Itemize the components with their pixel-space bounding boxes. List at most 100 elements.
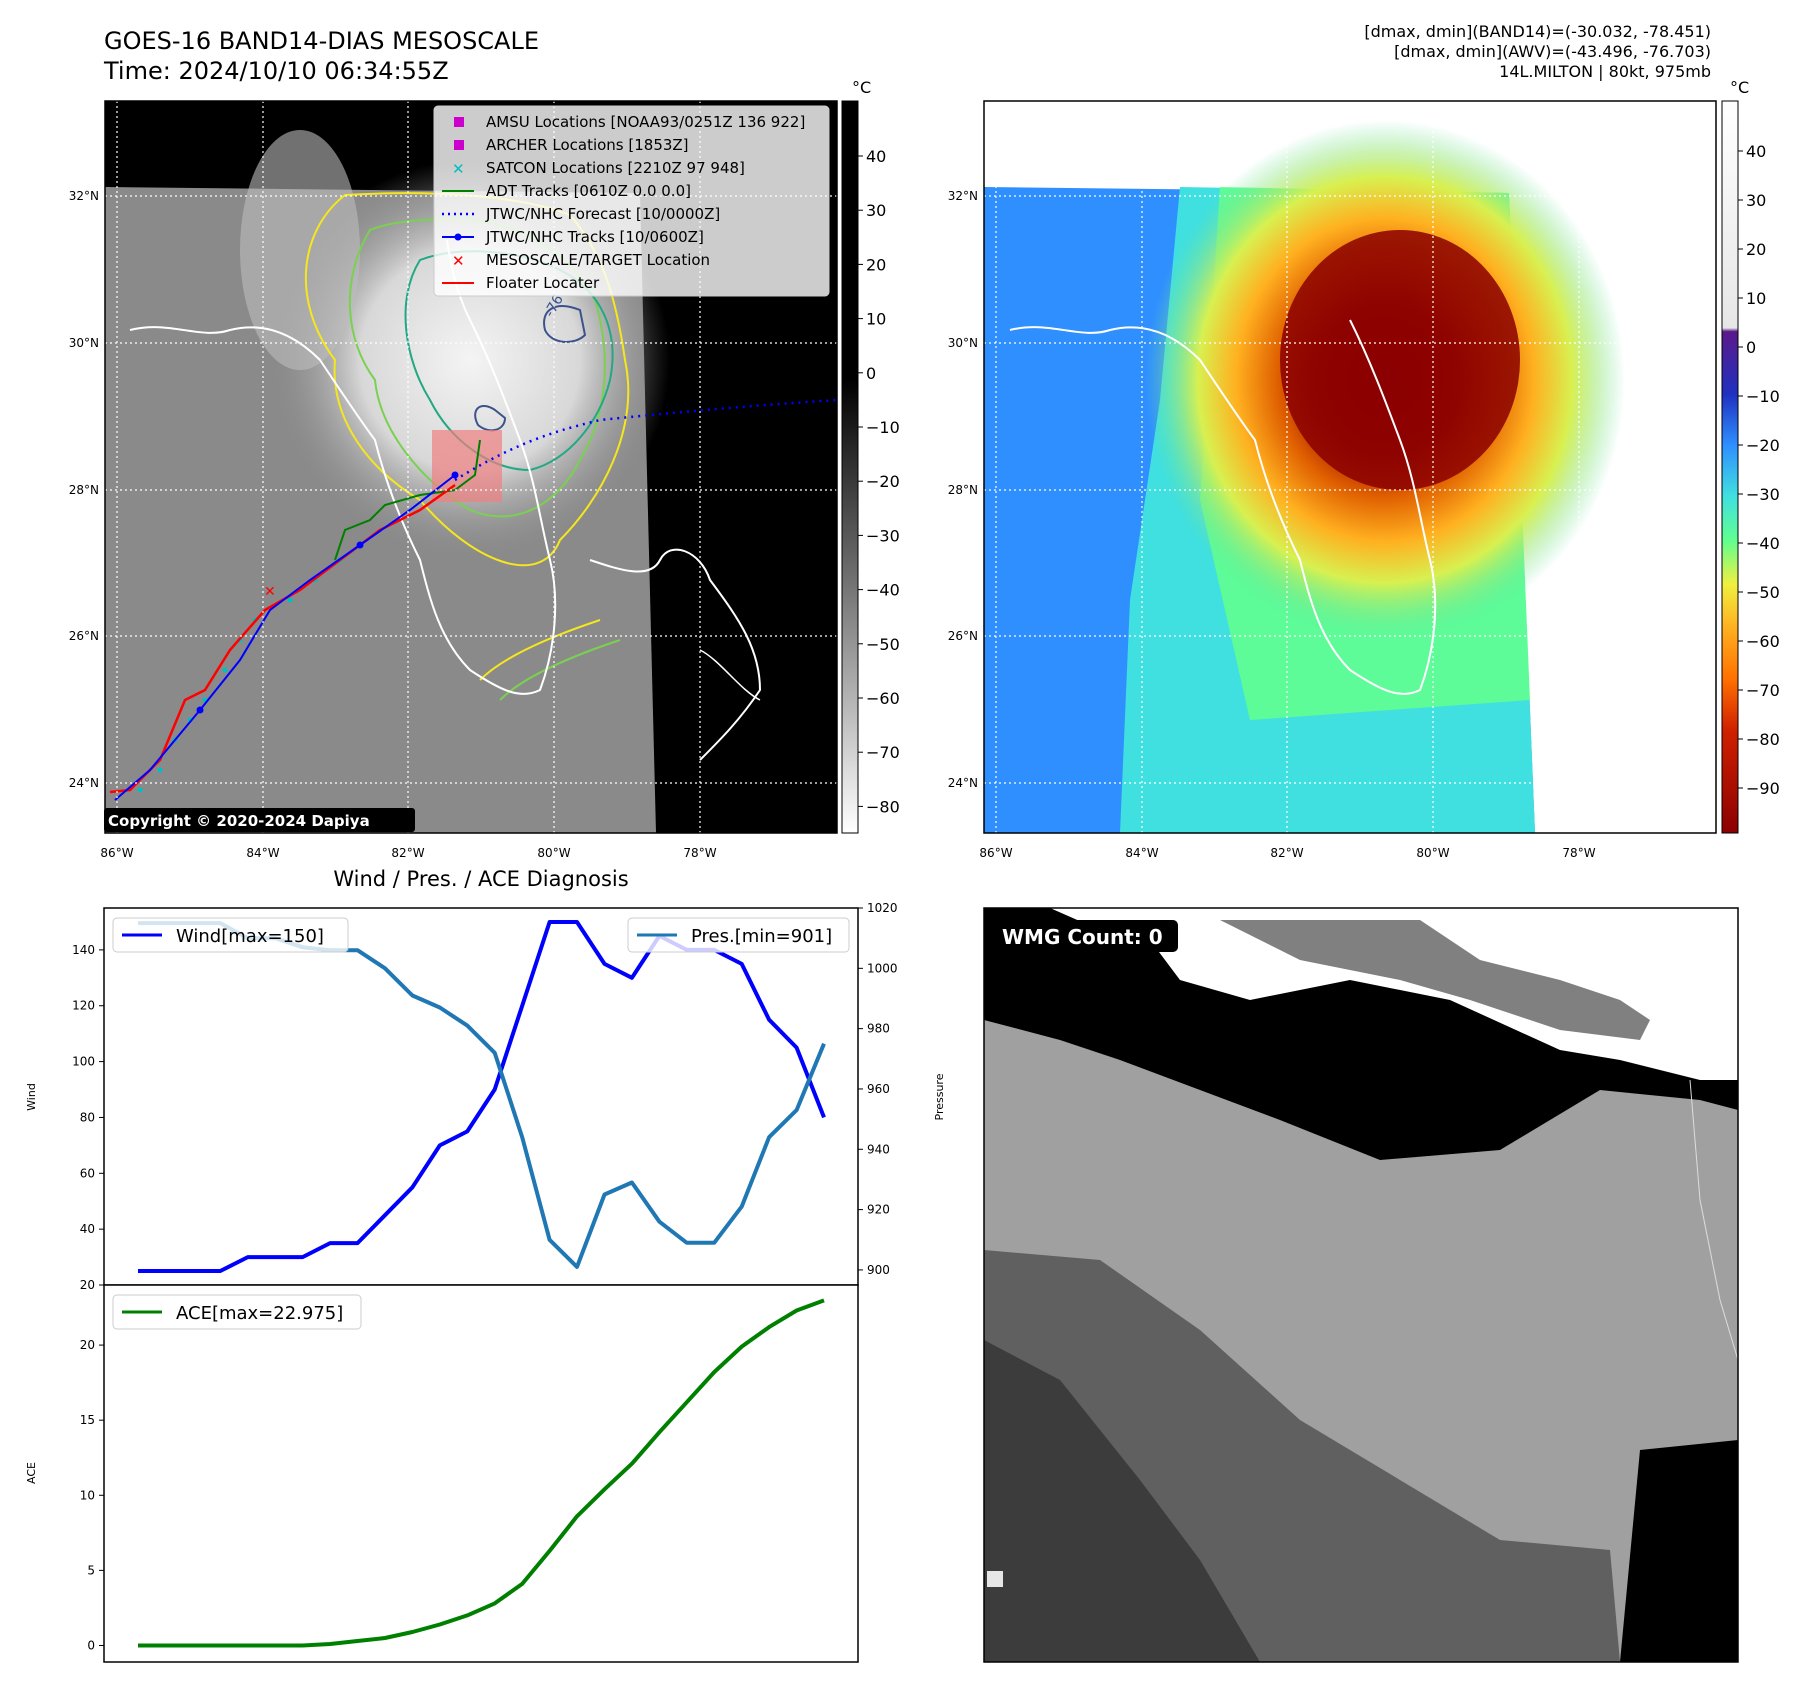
wind-pressure-chart: Wind / Pres. / ACE Diagnosis Wind Pressu…: [25, 867, 946, 1292]
colorbar-tick-label: 30: [1746, 191, 1766, 210]
colorbar-tick-label: −20: [1746, 436, 1780, 455]
y2-tick-label: 940: [867, 1142, 890, 1156]
storm-status: 14L.MILTON | 80kt, 975mb: [1499, 62, 1711, 81]
colorbar-tick-label: −20: [866, 472, 900, 491]
y-tick-label: 60: [80, 1166, 95, 1180]
chart-title: Wind / Pres. / ACE Diagnosis: [333, 867, 628, 891]
lat-tick-label: 26°N: [69, 629, 99, 643]
lat-tick-label: 32°N: [69, 189, 99, 203]
color-map-panel: 86°W 84°W 82°W 80°W 78°W 32°N 30°N 28°N 26°N 24°N: [948, 100, 1717, 860]
y-tick-label: 0: [87, 1638, 95, 1652]
legend-label: Floater Locater: [486, 274, 600, 292]
lon-tick-label: 78°W: [1562, 846, 1595, 860]
colorbar-tick-label: −70: [1746, 681, 1780, 700]
legend-label: ARCHER Locations [1853Z]: [486, 136, 689, 154]
y-axis-label-pressure: Pressure: [933, 1073, 946, 1120]
lat-tick-label: 30°N: [69, 336, 99, 350]
colorbar-tick-label: 0: [866, 364, 876, 383]
legend-label: AMSU Locations [NOAA93/0251Z 136 922]: [486, 113, 805, 131]
best-track: [114, 474, 456, 801]
legend-label: ADT Tracks [0610Z 0.0 0.0]: [486, 182, 691, 200]
y-tick-label: 140: [72, 943, 95, 957]
lat-tick-label: 32°N: [948, 189, 978, 203]
lat-tick-label: 28°N: [69, 483, 99, 497]
colorbar-tick-label: −90: [1746, 779, 1780, 798]
colorbar-tick-label: −40: [1746, 534, 1780, 553]
legend-marker: [454, 140, 464, 150]
colorbar-tick-label: 40: [866, 147, 886, 166]
legend-label: JTWC/NHC Forecast [10/0000Z]: [485, 205, 720, 223]
y-tick-label: 120: [72, 999, 95, 1013]
lon-tick-label: 80°W: [1416, 846, 1449, 860]
lat-tick-label: 28°N: [948, 483, 978, 497]
svg-text:✕: ✕: [264, 584, 276, 600]
awv-range: [dmax, dmin](AWV)=(-43.496, -76.703): [1394, 42, 1711, 61]
lat-tick-label: 26°N: [948, 629, 978, 643]
ir-map-panel: ✕ -76 AMSU Locations [NOAA93/0251Z 136 9…: [69, 100, 838, 860]
colorbar-unit: °C: [1730, 78, 1749, 97]
y-tick-label: 5: [87, 1563, 95, 1577]
lon-tick-label: 82°W: [1270, 846, 1303, 860]
y2-tick-label: 1020: [867, 901, 898, 915]
copyright-label: Copyright © 2020-2024 Dapiya: [108, 812, 370, 830]
legend-pressure: Pres.[min=901]: [691, 926, 832, 947]
colorbar-tick-label: 10: [1746, 289, 1766, 308]
y-tick-label: 20: [80, 1278, 95, 1292]
lat-tick-label: 24°N: [69, 776, 99, 790]
colorbar-tick-label: −50: [1746, 583, 1780, 602]
legend-wind: Wind[max=150]: [176, 926, 324, 947]
y-tick-label: 100: [72, 1055, 95, 1069]
y-axis-label-ace: ACE: [25, 1462, 38, 1484]
gray-colorbar: °C 40 30 20 10 0 −10 −20 −30 −40 −50 −60 −70 −80: [841, 78, 900, 834]
legend-label: JTWC/NHC Tracks [10/0600Z]: [485, 228, 704, 246]
lon-tick-label: 84°W: [1125, 846, 1158, 860]
lon-tick-label: 82°W: [391, 846, 424, 860]
pressure-legend: Pres.[min=901]: [627, 917, 850, 953]
colorbar-tick-label: −40: [866, 581, 900, 600]
colorbar-tick-label: 20: [866, 255, 886, 274]
colorbar-unit: °C: [852, 78, 871, 97]
lon-tick-label: 86°W: [979, 846, 1012, 860]
y-axis-label-wind: Wind: [25, 1083, 38, 1111]
y-tick-label: 10: [80, 1488, 95, 1502]
ace-chart: ACE 0 5 10 15 20 ACE[max=22.975]: [25, 1284, 859, 1663]
colorbar-tick-label: −60: [1746, 632, 1780, 651]
colorbar-tick-label: −30: [1746, 485, 1780, 504]
lon-tick-label: 78°W: [683, 846, 716, 860]
colorbar-tick-label: 10: [866, 310, 886, 329]
ace-legend: ACE[max=22.975]: [112, 1294, 362, 1330]
colorbar-tick-label: −80: [866, 797, 900, 816]
lat-tick-label: 24°N: [948, 776, 978, 790]
wmg-count-label: WMG Count: 0: [1002, 925, 1163, 949]
page-title: GOES-16 BAND14-DIAS MESOSCALE: [104, 27, 540, 55]
y2-tick-label: 1000: [867, 961, 898, 975]
colorbar-tick-label: 40: [1746, 142, 1766, 161]
adt-track: [334, 439, 481, 561]
map-legend: AMSU Locations [NOAA93/0251Z 136 922] ARC…: [433, 105, 830, 297]
wmg-panel: WMG Count: 0: [983, 907, 1739, 1663]
legend-ace: ACE[max=22.975]: [176, 1303, 343, 1324]
colorbar-tick-label: 0: [1746, 338, 1756, 357]
lon-tick-label: 80°W: [537, 846, 570, 860]
lon-tick-label: 84°W: [246, 846, 279, 860]
legend-marker: [454, 117, 464, 127]
colorbar-tick-label: −10: [1746, 387, 1780, 406]
y-tick-label: 15: [80, 1413, 95, 1427]
y2-tick-label: 900: [867, 1263, 890, 1277]
y-tick-label: 40: [80, 1222, 95, 1236]
colorbar-tick-label: −80: [1746, 730, 1780, 749]
ace-line: [138, 1298, 825, 1648]
colorbar-tick-label: −10: [866, 418, 900, 437]
legend-marker: [454, 233, 462, 241]
legend-label: SATCON Locations [2210Z 97 948]: [486, 159, 745, 177]
observation-time: Time: 2024/10/10 06:34:55Z: [104, 57, 449, 85]
legend-label: MESOSCALE/TARGET Location: [486, 251, 710, 269]
colorbar-tick-label: 20: [1746, 240, 1766, 259]
legend-marker: ✕: [452, 160, 465, 178]
colorbar-tick-label: 30: [866, 201, 886, 220]
band14-range: [dmax, dmin](BAND14)=(-30.032, -78.451): [1364, 22, 1711, 41]
lat-tick-label: 30°N: [948, 336, 978, 350]
y-tick-label: 20: [80, 1338, 95, 1352]
y2-tick-label: 980: [867, 1022, 890, 1036]
colorbar-tick-label: −30: [866, 526, 900, 545]
